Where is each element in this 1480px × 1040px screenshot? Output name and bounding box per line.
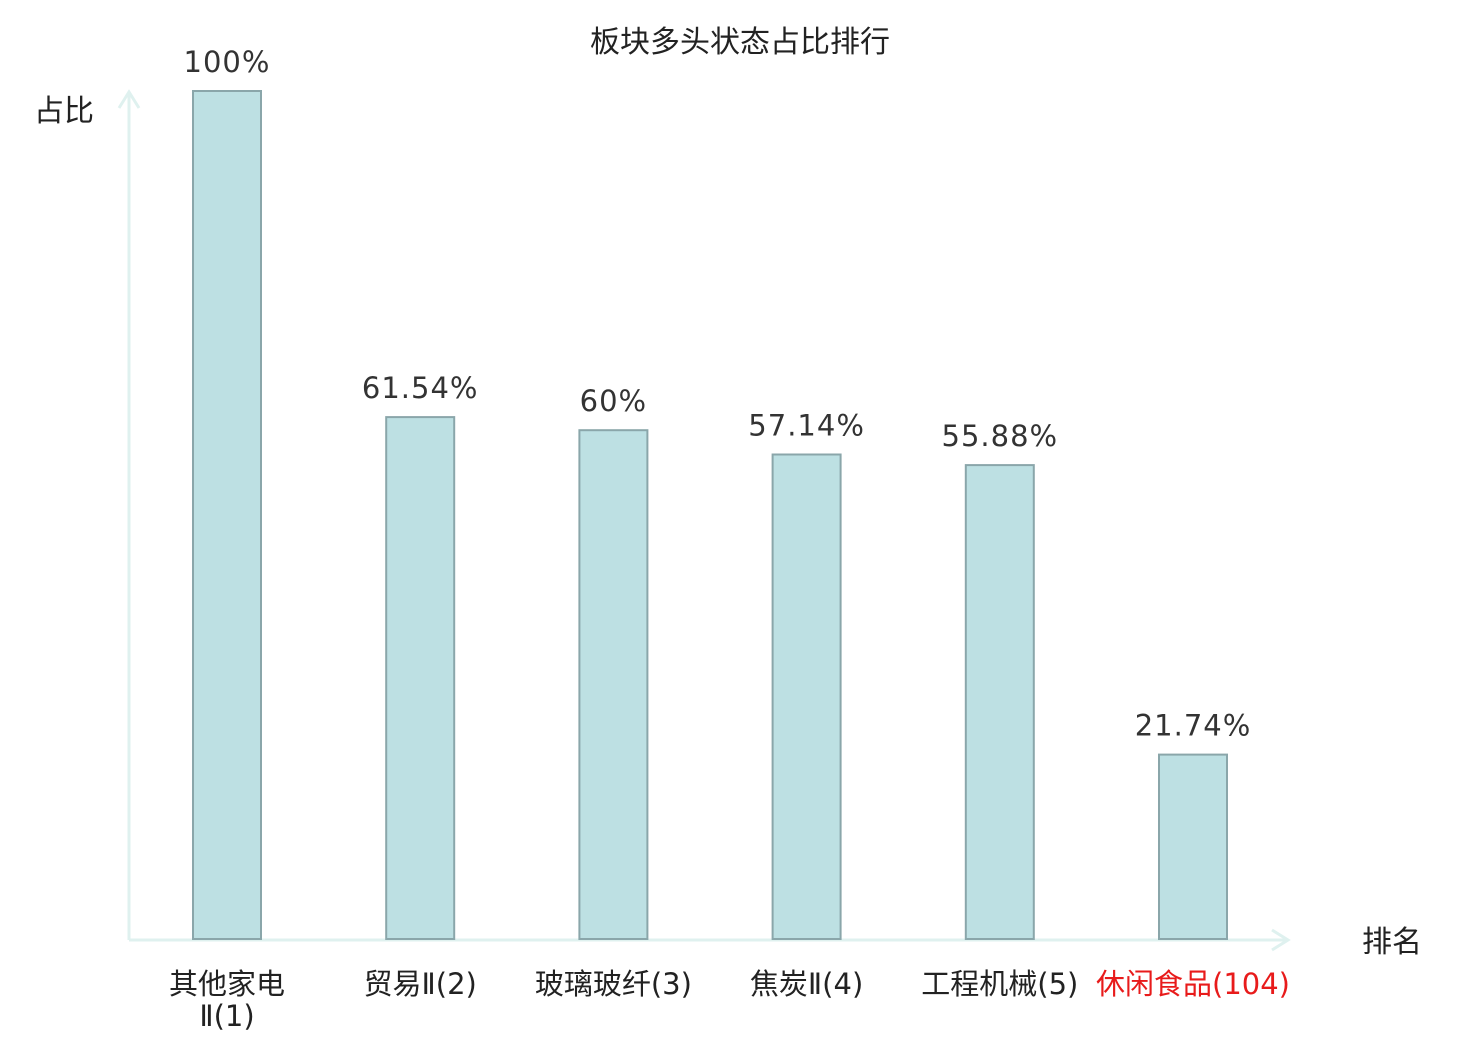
bar-3 [578,429,649,940]
value-label-3: 60% [580,384,647,418]
value-label-4: 57.14% [748,409,865,443]
bar-1 [192,90,262,940]
bar-2 [385,416,456,941]
category-label-3: 玻璃玻纤(3) [535,967,692,1001]
bar-5 [964,464,1035,940]
category-label-2: 贸易Ⅱ(2) [364,967,477,1001]
value-labels: 100% 61.54% 60% 57.14% 55.88% 21.74% [184,45,1252,743]
axes [117,89,1291,952]
bar-6 [1158,753,1228,940]
value-label-6: 21.74% [1135,709,1252,743]
bars [192,90,1228,941]
category-label-1-line-1: 其他家电 [169,967,285,1001]
value-label-2: 61.54% [362,371,479,405]
chart-title: 板块多头状态占比排行 [590,25,890,60]
value-label-5: 55.88% [942,419,1059,453]
x-axis-label: 排名 [1362,925,1422,960]
category-label-6: 休闲食品(104) [1096,967,1290,1001]
x-axis-arrow [1271,928,1291,952]
category-label-1-line-2: Ⅱ(1) [199,999,254,1033]
y-axis-arrow [117,89,141,109]
category-label-4: 焦炭Ⅱ(4) [750,967,863,1001]
bar-4 [771,453,842,940]
value-label-1: 100% [184,45,271,79]
category-label-5: 工程机械(5) [921,967,1078,1001]
y-axis-label: 占比 [34,94,94,129]
